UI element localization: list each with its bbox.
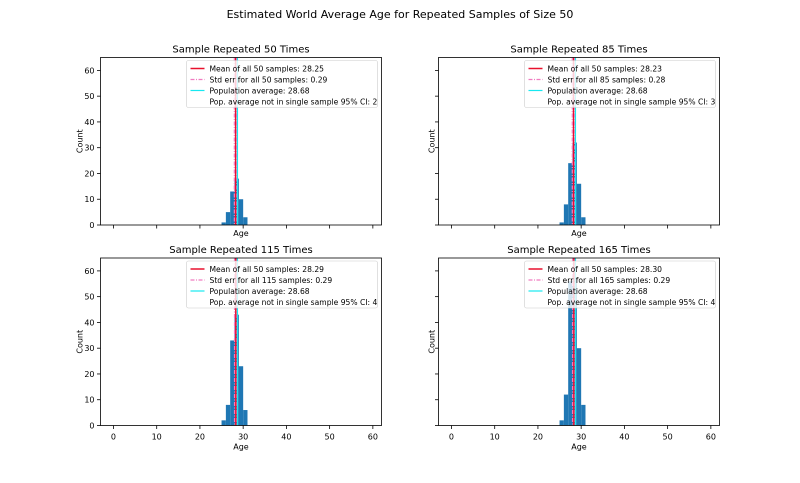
y-tick-label: 0 [89, 221, 94, 230]
legend: Mean of all 50 samples: 28.29 Std err for… [186, 260, 378, 309]
x-tick-label: 10 [490, 433, 500, 442]
x-tick-label: 10 [152, 433, 162, 442]
legend-entry: Std err for all 85 samples: 0.28 [548, 76, 666, 85]
histogram-bar [230, 340, 235, 426]
histogram-bar [225, 404, 231, 426]
histogram-bar [243, 410, 248, 426]
figure-suptitle: Estimated World Average Age for Repeated… [227, 8, 574, 21]
legend-entry: Population average: 28.68 [210, 87, 310, 96]
legend: Mean of all 50 samples: 28.30 Std err for… [524, 260, 716, 309]
subplot-4: 0 10 20 30 40 50 60 Sample Repeated 165 Times Ag… [428, 245, 720, 452]
legend-entry: Pop. average not in single sample 95% CI… [548, 298, 716, 307]
subplot-title: Sample Repeated 165 Times [507, 245, 651, 256]
histogram-bar [563, 204, 569, 225]
x-tick-label: 60 [706, 433, 716, 442]
subplot-3: 0 10 20 30 40 50 60 0 10 20 30 40 50 60 Sample Repeate… [76, 245, 382, 452]
legend-entry: Mean of all 50 samples: 28.25 [210, 65, 325, 74]
subplot-title: Sample Repeated 115 Times [169, 245, 313, 256]
x-axis-label: Age [571, 229, 587, 238]
histogram-bar [221, 222, 226, 225]
histogram-bar [559, 420, 564, 426]
histogram-bar [225, 212, 231, 225]
legend-entry: Std err for all 50 samples: 0.29 [210, 76, 328, 85]
subplot-title: Sample Repeated 85 Times [510, 45, 647, 56]
y-tick-label: 40 [84, 318, 94, 327]
legend-entry: Std err for all 115 samples: 0.29 [210, 276, 333, 285]
y-tick-label: 10 [84, 396, 94, 405]
subplot-title: Sample Repeated 50 Times [172, 45, 309, 56]
x-tick-label: 40 [281, 433, 291, 442]
legend-box [524, 260, 716, 309]
legend-entry: Pop. average not in single sample 95% CI… [548, 98, 716, 107]
y-axis-label: Count [76, 129, 85, 153]
y-axis-label: Count [76, 330, 85, 354]
y-tick-label: 30 [84, 344, 94, 353]
y-tick-label: 10 [84, 195, 94, 204]
legend-entry: Mean of all 50 samples: 28.29 [210, 265, 325, 274]
y-tick-label: 30 [84, 144, 94, 153]
legend-box [524, 60, 716, 108]
legend-entry: Pop. average not in single sample 95% CI… [210, 98, 378, 107]
histogram-bar [221, 420, 226, 426]
subplot-2: Sample Repeated 85 Times Age Count Mean of … [428, 45, 720, 238]
x-axis-label: Age [233, 443, 249, 452]
axes-frame [100, 257, 382, 426]
x-axis-label: Age [571, 443, 587, 452]
histogram-bar [581, 217, 586, 225]
histogram-bar [243, 217, 248, 225]
axes-frame [100, 57, 382, 226]
histogram-bar [568, 163, 573, 225]
legend-box [186, 60, 378, 108]
x-tick-label: 0 [449, 433, 454, 442]
histogram-bar [238, 199, 244, 225]
y-tick-label: 20 [84, 370, 94, 379]
histogram-bar [559, 222, 564, 225]
y-axis-label: Count [428, 129, 437, 153]
histogram-bar [576, 183, 582, 225]
y-tick-label: 0 [89, 422, 94, 431]
legend-entry: Population average: 28.68 [548, 287, 648, 296]
axes-frame [438, 257, 720, 426]
legend-entry: Mean of all 50 samples: 28.23 [548, 65, 663, 74]
x-tick-label: 20 [195, 433, 205, 442]
y-axis-label: Count [428, 330, 437, 354]
x-tick-label: 50 [325, 433, 335, 442]
y-tick-label: 60 [84, 267, 94, 276]
histogram-bar [576, 348, 582, 426]
legend-entry: Std err for all 165 samples: 0.29 [548, 276, 671, 285]
histogram-bar [563, 394, 569, 426]
legend-entry: Population average: 28.68 [210, 287, 310, 296]
x-tick-label: 60 [368, 433, 378, 442]
axes-frame [438, 57, 720, 226]
x-tick-label: 50 [663, 433, 673, 442]
legend-box [186, 260, 378, 309]
legend-entry: Mean of all 50 samples: 28.30 [548, 265, 663, 274]
x-tick-label: 30 [238, 433, 248, 442]
x-axis-label: Age [233, 229, 249, 238]
legend: Mean of all 50 samples: 28.23 Std err for… [524, 60, 716, 108]
y-tick-label: 50 [84, 293, 94, 302]
y-tick-label: 50 [84, 92, 94, 101]
histogram-bar [568, 281, 573, 426]
x-tick-label: 40 [619, 433, 629, 442]
legend: Mean of all 50 samples: 28.25 Std err for… [186, 60, 378, 108]
subplot-1: 0 10 20 30 40 50 60 Sample Repeated 50 Times Age… [76, 45, 382, 238]
y-tick-label: 60 [84, 66, 94, 75]
histogram-bar [230, 191, 235, 225]
y-tick-label: 40 [84, 118, 94, 127]
legend-entry: Pop. average not in single sample 95% CI… [210, 298, 378, 307]
x-tick-label: 20 [533, 433, 543, 442]
histogram-bar [581, 404, 586, 426]
legend-entry: Population average: 28.68 [548, 87, 648, 96]
x-tick-label: 0 [111, 433, 116, 442]
y-tick-label: 20 [84, 169, 94, 178]
histogram-bar [238, 366, 244, 426]
x-tick-label: 30 [576, 433, 586, 442]
